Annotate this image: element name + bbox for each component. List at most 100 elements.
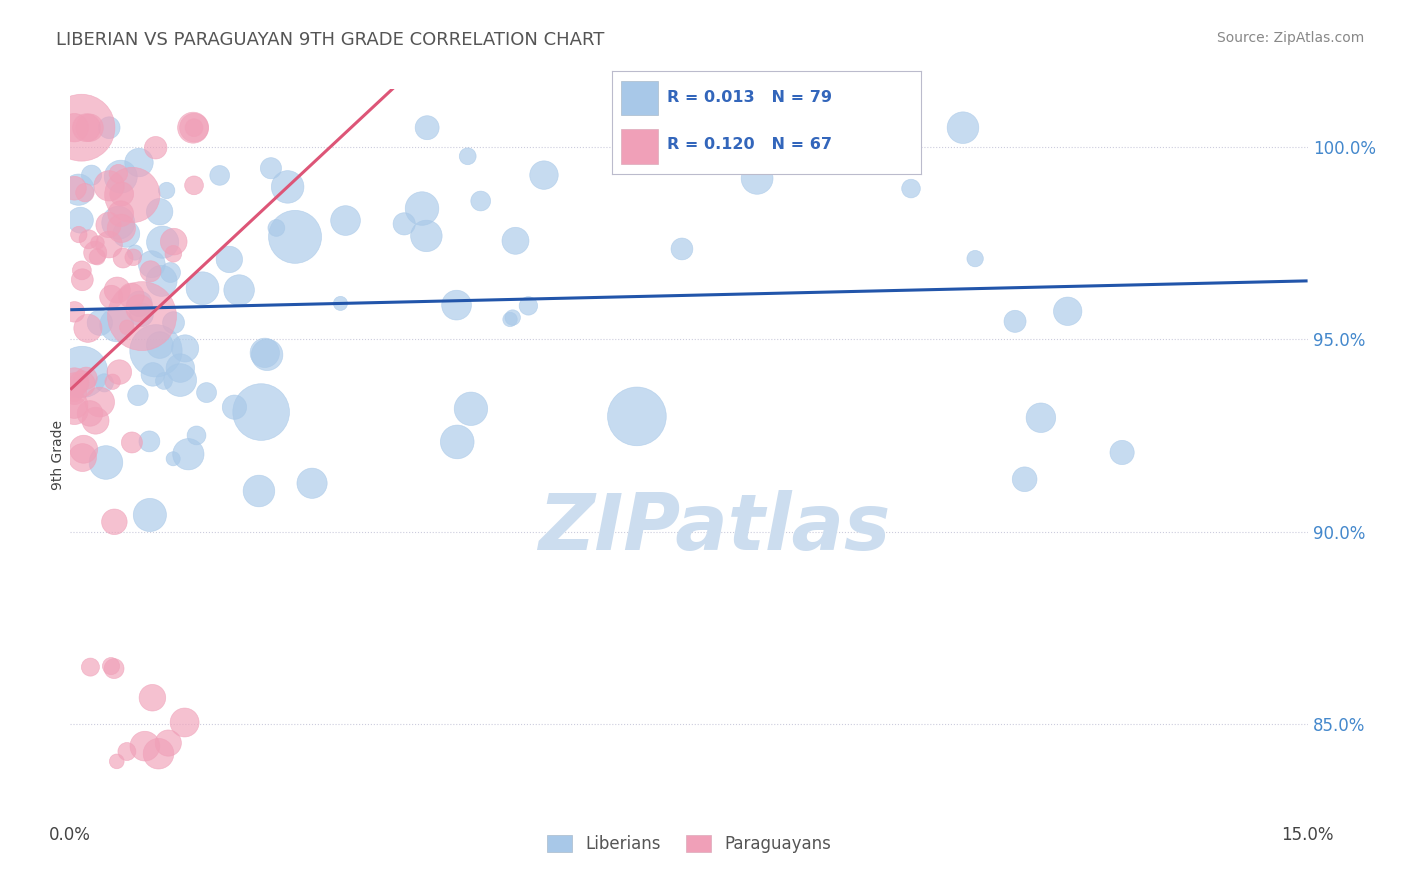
Point [89,316,111,330]
Legend: Liberians, Paraguayans: Liberians, Paraguayans [540,829,838,860]
Point [79,660,101,674]
Point [69,213,91,227]
Point [148,747,170,761]
Y-axis label: 9th Grade: 9th Grade [51,420,65,490]
Point [505,234,527,248]
Point [63,305,86,319]
Point [72,273,94,287]
Point [63,120,86,135]
Point [266,221,288,235]
Point [174,342,197,356]
Point [247,483,270,498]
Point [63,403,86,417]
Point [186,428,208,442]
Point [67,183,90,197]
Point [156,184,179,198]
Point [141,257,163,271]
Point [183,120,205,135]
Point [145,141,167,155]
Point [952,120,974,135]
Point [1056,304,1078,318]
Point [84,414,107,428]
Point [121,188,143,202]
Point [73,442,96,457]
Point [77,232,100,246]
Point [277,180,299,194]
Point [149,338,172,352]
Point [153,374,176,388]
Point [191,281,214,295]
Point [183,120,205,135]
Point [1111,445,1133,459]
Point [163,235,186,249]
Bar [621,80,658,115]
Point [77,321,100,335]
Point [224,400,246,414]
Point [69,374,91,388]
Point [75,371,97,385]
Point [169,373,191,387]
Point [98,120,121,135]
Point [67,227,90,242]
Point [70,376,93,391]
Point [228,283,250,297]
Point [101,375,124,389]
Point [141,690,163,705]
Point [149,204,172,219]
Point [745,171,768,186]
Text: R = 0.013   N = 79: R = 0.013 N = 79 [668,90,832,105]
Point [626,409,648,424]
Point [416,120,439,135]
Point [965,252,987,266]
Point [446,298,468,312]
Point [162,247,184,261]
Point [250,405,273,419]
Point [159,266,181,280]
Point [460,401,482,416]
Point [110,207,132,221]
Point [98,178,121,193]
Point [145,343,167,358]
Point [260,161,283,176]
Point [128,301,150,316]
Point [139,264,162,278]
Point [142,368,165,382]
Point [111,187,134,202]
Point [107,167,129,181]
Point [79,120,101,135]
Point [115,320,138,334]
Point [128,155,150,169]
Point [105,318,128,332]
Text: Source: ZipAtlas.com: Source: ZipAtlas.com [1216,31,1364,45]
Point [256,348,278,362]
Point [392,217,415,231]
Point [124,245,146,260]
Point [329,296,352,310]
Point [107,216,129,230]
Point [86,235,108,250]
Point [100,659,122,673]
Point [134,739,156,753]
Point [115,745,138,759]
Point [181,120,204,135]
Point [415,228,437,243]
Point [70,120,93,135]
Point [671,242,693,256]
Text: LIBERIAN VS PARAGUAYAN 9TH GRADE CORRELATION CHART: LIBERIAN VS PARAGUAYAN 9TH GRADE CORRELA… [56,31,605,49]
Point [76,120,98,135]
Point [122,250,145,264]
Point [120,289,142,303]
Point [284,230,307,244]
Point [115,227,138,241]
Point [499,312,522,326]
Point [63,376,86,390]
Point [150,274,173,288]
Point [70,365,93,379]
Point [177,447,200,461]
Point [63,398,86,412]
Point [63,386,86,401]
Point [110,221,132,235]
Point [105,755,128,769]
Point [139,508,162,522]
Point [121,435,143,450]
